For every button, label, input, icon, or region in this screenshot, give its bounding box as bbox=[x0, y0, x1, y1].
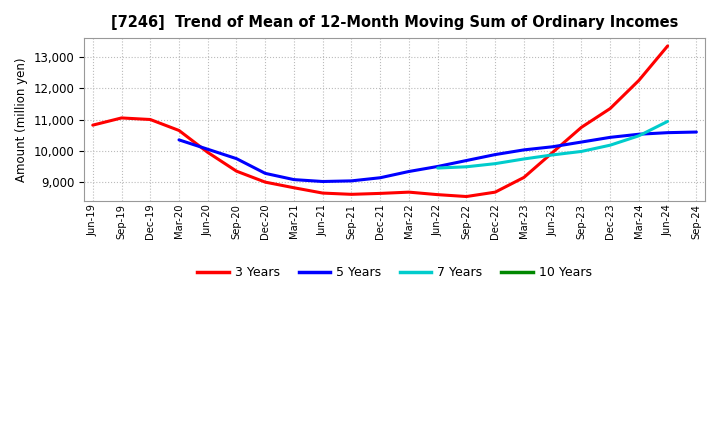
Title: [7246]  Trend of Mean of 12-Month Moving Sum of Ordinary Incomes: [7246] Trend of Mean of 12-Month Moving … bbox=[111, 15, 678, 30]
Legend: 3 Years, 5 Years, 7 Years, 10 Years: 3 Years, 5 Years, 7 Years, 10 Years bbox=[192, 261, 597, 284]
Y-axis label: Amount (million yen): Amount (million yen) bbox=[15, 57, 28, 182]
